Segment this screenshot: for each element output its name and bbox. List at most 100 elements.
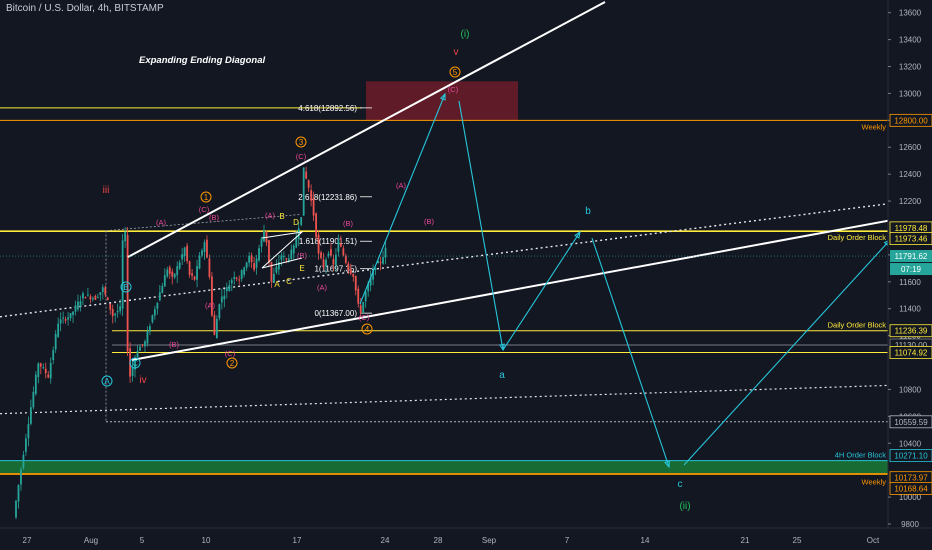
countdown-tag <box>890 263 932 276</box>
price-tag-value: 11074.92 <box>895 348 928 357</box>
wave-label-circle <box>200 191 212 203</box>
candle-body <box>292 245 295 254</box>
candle-body <box>193 276 196 280</box>
candle-body <box>91 298 94 300</box>
candle-body <box>280 255 283 260</box>
time-axis-tick-label: Sep <box>482 536 497 545</box>
candle-body <box>201 250 203 256</box>
fib-level-label: 0(11367.00) <box>314 309 357 318</box>
candle-body <box>230 280 233 284</box>
price-tag-value: 10173.97 <box>894 474 928 483</box>
wave-label: E <box>299 264 304 273</box>
candle-body <box>196 266 198 280</box>
wave-label: 4 <box>365 325 370 334</box>
time-axis-tick-label: Aug <box>84 536 98 545</box>
candle-body <box>166 269 169 277</box>
projection-arrowhead <box>664 460 671 469</box>
candle-body <box>37 363 40 378</box>
candle-body <box>268 240 270 263</box>
candle-body <box>116 310 119 313</box>
fib-level-label: 4.618(12892.56) <box>298 104 357 113</box>
candle-body <box>161 285 164 294</box>
candle-body <box>245 262 248 268</box>
candle-body <box>233 276 236 280</box>
wave-label: v <box>454 47 459 58</box>
time-axis-tick-label: 14 <box>641 536 650 545</box>
candle-body <box>285 258 288 260</box>
candle-body <box>327 253 330 256</box>
wave-label: C <box>286 277 292 286</box>
candle-body <box>206 239 208 258</box>
candle-body <box>52 350 55 361</box>
wave-label: (B) <box>169 340 180 349</box>
candle-body <box>84 297 87 299</box>
candle-body <box>382 257 384 264</box>
chart-title: Expanding Ending Diagonal <box>139 55 266 66</box>
range-marker-line <box>105 214 301 232</box>
candle-body <box>258 248 260 261</box>
candle-body <box>243 267 246 275</box>
wave-label: (B) <box>297 251 308 260</box>
candle-body <box>126 235 129 352</box>
candle-body <box>32 391 35 408</box>
projection-arrowhead <box>574 230 581 239</box>
candle-body <box>146 331 149 344</box>
candle-body <box>25 438 27 452</box>
wave-label: (B) <box>424 217 435 226</box>
candle-body <box>183 247 186 257</box>
wave-label-circle <box>295 136 307 148</box>
price-tag-value: 10168.64 <box>894 484 928 493</box>
candle-body <box>344 255 347 263</box>
candle-body <box>302 167 305 216</box>
time-axis-tick-label: 7 <box>565 536 570 545</box>
wave-label: 3 <box>299 138 304 147</box>
candle-body <box>352 274 355 277</box>
price-tag-value: 11973.46 <box>895 235 928 244</box>
wave-label: a <box>499 370 505 381</box>
candles-group <box>15 166 387 520</box>
candle-body <box>59 319 62 324</box>
wave-label: (A) <box>205 301 216 310</box>
candle-body <box>136 350 139 358</box>
candle-body <box>29 407 32 424</box>
wave-label: (C) <box>359 313 370 322</box>
price-level-label: Weekly <box>862 122 887 131</box>
candle-body <box>337 240 340 252</box>
candle-body <box>89 296 92 300</box>
projection-path-segment <box>359 93 446 305</box>
price-tag-box <box>889 481 932 495</box>
candle-body <box>15 500 17 518</box>
candle-body <box>64 319 67 321</box>
wave-label: (C) <box>296 152 307 161</box>
price-level-label: Weekly <box>862 477 887 486</box>
candle-body <box>325 259 327 267</box>
wave-label: c <box>678 479 683 490</box>
candle-body <box>253 263 255 270</box>
projection-path-segment <box>502 231 581 351</box>
wave-label-circle <box>129 357 141 369</box>
price-axis-tick-label: 13000 <box>899 89 922 98</box>
wave-label-circle <box>361 323 373 335</box>
price-level-label: Daily Order Block <box>828 321 887 330</box>
price-level-label: Daily Order Block <box>828 233 887 242</box>
price-axis-tick-label: 13400 <box>899 36 922 45</box>
candle-body <box>163 275 166 287</box>
candle-body <box>109 303 112 310</box>
wave-label-circle <box>120 281 132 293</box>
price-axis-tick-label: 13600 <box>899 9 922 18</box>
candle-body <box>347 263 350 271</box>
candle-body <box>320 252 322 259</box>
candle-body <box>255 258 258 268</box>
wave-label: C <box>132 359 138 368</box>
candle-body <box>106 297 109 300</box>
candle-body <box>186 245 189 262</box>
candle-body <box>300 217 303 225</box>
candle-body <box>203 242 206 252</box>
time-axis-tick-label: 10 <box>202 536 211 545</box>
price-tag-value: 11130.00 <box>895 341 928 350</box>
price-axis-tick-label: 11600 <box>899 278 921 287</box>
candle-body <box>339 243 342 247</box>
candle-body <box>307 180 310 188</box>
time-axis-tick-label: 21 <box>741 536 750 545</box>
